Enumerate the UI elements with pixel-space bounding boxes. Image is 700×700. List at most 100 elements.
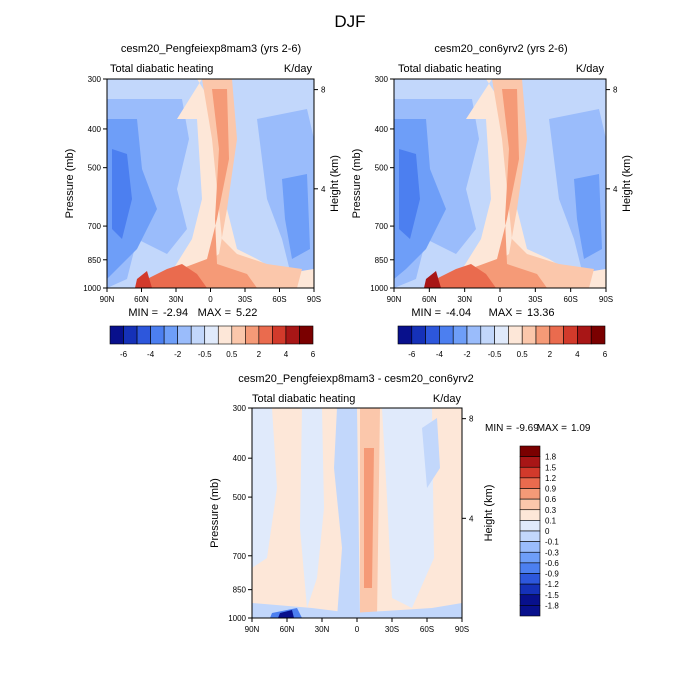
contour-neg-sh-core <box>422 418 440 488</box>
y-tick-label: 1000 <box>83 284 101 293</box>
colorbar-box <box>519 509 541 521</box>
colorbar-box <box>439 325 454 345</box>
colorbar-label: 0.5 <box>517 350 529 359</box>
contour-neg-band <box>300 408 324 608</box>
x-tick-label: 90N <box>387 295 402 304</box>
panel-units: K/day <box>433 393 462 405</box>
contour-neg-surface-core <box>278 610 294 618</box>
colorbar-box <box>519 551 541 564</box>
colorbar-box <box>563 325 578 345</box>
colorbar-label: 4 <box>284 350 289 359</box>
min-value: -9.69 <box>516 423 539 434</box>
y-tick-label: 1000 <box>370 284 388 293</box>
y-tick-label: 1000 <box>228 614 246 623</box>
colorbar-label: 4 <box>575 350 580 359</box>
colorbar-label: 0 <box>545 527 550 536</box>
colorbar-box <box>519 498 541 511</box>
colorbar-box <box>519 573 541 585</box>
max-value: 1.09 <box>571 423 591 434</box>
colorbar-box <box>519 562 541 574</box>
colorbar-box <box>535 325 551 345</box>
y-tick-label: 850 <box>375 256 389 265</box>
x-tick-label: 60S <box>272 295 286 304</box>
y-tick-label: 850 <box>88 256 102 265</box>
colorbar-box <box>425 325 440 345</box>
colorbar-box <box>245 325 260 345</box>
colorbar-box <box>519 520 541 532</box>
colorbar-box <box>549 325 564 345</box>
colorbar-box <box>519 445 541 457</box>
colorbar-label: -4 <box>436 350 444 359</box>
contour-pos-equator-core <box>364 448 374 588</box>
colorbar-box <box>204 325 219 345</box>
x-tick-label: 30N <box>169 295 184 304</box>
y-tick-label: 400 <box>375 125 389 134</box>
y-tick-label: 500 <box>88 164 102 173</box>
min-value: -2.94 <box>163 307 188 319</box>
colorbar-box <box>519 594 541 606</box>
max-label: MAX = <box>489 307 522 319</box>
contour-blue-inner <box>399 149 420 239</box>
height-tick-label: 4 <box>321 185 326 194</box>
x-tick-label: 30S <box>385 625 399 634</box>
colorbar-box <box>519 488 541 500</box>
y-tick-label: 700 <box>375 222 389 231</box>
colorbar-label: -4 <box>147 350 155 359</box>
colorbar-label: 1.5 <box>545 463 557 472</box>
colorbar-box <box>519 583 541 596</box>
colorbar-label: 1.8 <box>545 453 557 462</box>
panel-title: cesm20_con6yrv2 (yrs 2-6) <box>434 43 567 55</box>
colorbar-label: 1.2 <box>545 474 557 483</box>
plot-field <box>106 78 315 289</box>
colorbar-label: 6 <box>311 350 316 359</box>
colorbar-label: 0.1 <box>545 516 557 525</box>
x-tick-label: 0 <box>498 295 503 304</box>
height-tick-label: 8 <box>321 86 326 95</box>
colorbar-label: -0.6 <box>545 559 559 568</box>
colorbar-box <box>150 325 165 345</box>
x-tick-label: 90N <box>100 295 115 304</box>
colorbar-label: 6 <box>603 350 608 359</box>
x-tick-label: 30N <box>457 295 472 304</box>
panel-subtitle-left: Total diabatic heating <box>110 63 213 75</box>
colorbar-box <box>123 325 138 345</box>
colorbar-label: 0.9 <box>545 485 557 494</box>
min-label: MIN = <box>128 307 158 319</box>
contour-blue-inner <box>112 149 132 239</box>
colorbar-label: -6 <box>408 350 416 359</box>
y-axis-label: Pressure (mb) <box>64 149 76 219</box>
y-tick-label: 300 <box>375 75 389 84</box>
y-tick-label: 850 <box>233 586 247 595</box>
colorbar-label: -2 <box>174 350 182 359</box>
colorbar-label: -0.1 <box>545 538 559 547</box>
colorbar-label: -1.8 <box>545 601 559 610</box>
colorbar-box <box>285 325 300 345</box>
colorbar-label: 0.6 <box>545 495 557 504</box>
panel-subtitle-left: Total diabatic heating <box>252 393 355 405</box>
x-tick-label: 60N <box>280 625 295 634</box>
colorbar-box <box>231 325 246 345</box>
y-tick-label: 400 <box>88 125 102 134</box>
panel-units: K/day <box>284 63 313 75</box>
colorbar-box <box>190 325 206 345</box>
y-tick-label: 700 <box>88 222 102 231</box>
panel-subtitle-left: Total diabatic heating <box>398 63 501 75</box>
colorbar-label: -0.5 <box>488 350 502 359</box>
colorbar-box <box>519 541 541 553</box>
y-tick-label: 300 <box>88 75 102 84</box>
height-axis-label: Height (km) <box>483 485 495 542</box>
colorbar-label: 0.5 <box>226 350 238 359</box>
colorbar-box <box>217 325 233 345</box>
page-title: DJF <box>334 12 365 31</box>
height-axis-label: Height (km) <box>329 155 341 212</box>
panel-units: K/day <box>576 63 605 75</box>
x-tick-label: 60S <box>564 295 578 304</box>
colorbar-box <box>466 325 482 345</box>
height-tick-label: 4 <box>613 185 618 194</box>
max-label: MAX = <box>198 307 231 319</box>
colorbar-box <box>519 477 541 489</box>
y-tick-label: 700 <box>233 552 247 561</box>
colorbar-box <box>519 466 541 479</box>
panel-experiment: cesm20_Pengfeiexp8mam3 (yrs 2-6) Total d… <box>64 43 341 359</box>
